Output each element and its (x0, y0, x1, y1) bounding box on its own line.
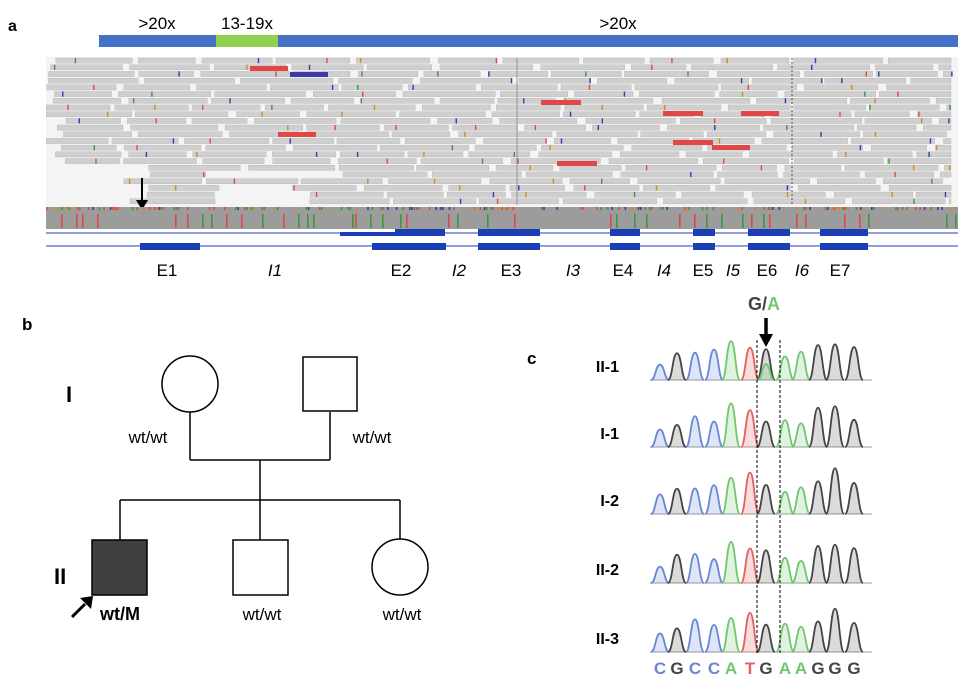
variant-arrow (136, 178, 148, 210)
sequence-base: A (795, 659, 807, 678)
sequence-base: A (779, 659, 791, 678)
sequence-base: G (670, 659, 683, 678)
panel-a-igv-view: >20x 13-19x >20x E1 I1 E2 I2 E3 I3 E4 I4 E5 I5 E6 I… (45, 14, 958, 280)
sequence-base: T (745, 659, 756, 678)
reference-sequence-track (46, 207, 958, 229)
exon-intron-labels: E1 I1 E2 I2 E3 I3 E4 I4 E5 I5 E6 I6 E7 (157, 261, 851, 280)
female-II-3 (371, 538, 429, 596)
region-label: I5 (726, 261, 741, 280)
aligned-reads-area (45, 57, 958, 207)
region-label: E6 (757, 261, 778, 280)
panel-b-label: b (22, 315, 32, 334)
coverage-segment (278, 35, 958, 47)
row-label: II-1 (596, 359, 619, 376)
region-label: I1 (268, 261, 282, 280)
region-label: E3 (501, 261, 522, 280)
row-label: II-3 (596, 631, 619, 648)
region-label: E4 (613, 261, 634, 280)
pedigree-lines (119, 412, 401, 540)
region-label: E5 (693, 261, 714, 280)
region-label: E2 (391, 261, 412, 280)
region-label: I4 (657, 261, 671, 280)
genotype-II-2: wt/wt (242, 605, 282, 624)
generation-label-II: II (54, 564, 66, 589)
gene-model-track (46, 229, 958, 250)
generation-label-I: I (66, 382, 72, 407)
region-label: E1 (157, 261, 178, 280)
variant-ref: G (748, 294, 762, 314)
sequence-base: C (708, 659, 720, 678)
genotype-II-1: wt/M (99, 604, 140, 624)
coverage-bar: >20x 13-19x >20x (99, 14, 958, 47)
sequence-base: G (811, 659, 824, 678)
genotype-I-2: wt/wt (352, 428, 392, 447)
coverage-segment (216, 35, 278, 47)
proband-arrow (70, 596, 93, 619)
chromatogram-rows: II-1 I-1 I-2 II-2 II-3 (596, 340, 872, 653)
sequence-base: C (689, 659, 701, 678)
split-read-markers (250, 66, 779, 166)
coverage-segment (99, 35, 216, 47)
male-I-2 (302, 356, 358, 412)
variant-sep: / (762, 294, 767, 314)
coverage-label: >20x (599, 14, 637, 33)
row-label: I-1 (600, 426, 619, 443)
variant-alt: A (767, 294, 780, 314)
region-label: E7 (830, 261, 851, 280)
sequence-base: A (725, 659, 737, 678)
sequence-base: G (828, 659, 841, 678)
variant-label: G/A (748, 294, 780, 314)
coverage-label: 13-19x (221, 14, 273, 33)
coverage-label: >20x (138, 14, 176, 33)
row-label: II-2 (596, 562, 619, 579)
panel-c-label: c (527, 349, 536, 368)
region-label: I6 (795, 261, 810, 280)
panel-b-pedigree: I II wt/wt wt/wt wt/M wt/wt wt/wt (54, 355, 429, 624)
male-II-2 (232, 539, 289, 596)
sequence-base: G (759, 659, 772, 678)
sequence-base: G (847, 659, 860, 678)
sequence-base: C (654, 659, 666, 678)
genotype-I-1: wt/wt (128, 428, 168, 447)
affected-male-II-1 (91, 539, 148, 596)
row-label: I-2 (600, 493, 619, 510)
genotype-II-3: wt/wt (382, 605, 422, 624)
panel-a-label: a (8, 18, 17, 35)
region-label: I2 (452, 261, 467, 280)
region-label: I3 (566, 261, 581, 280)
female-I-1 (161, 355, 219, 413)
variant-position-arrow (759, 318, 773, 347)
